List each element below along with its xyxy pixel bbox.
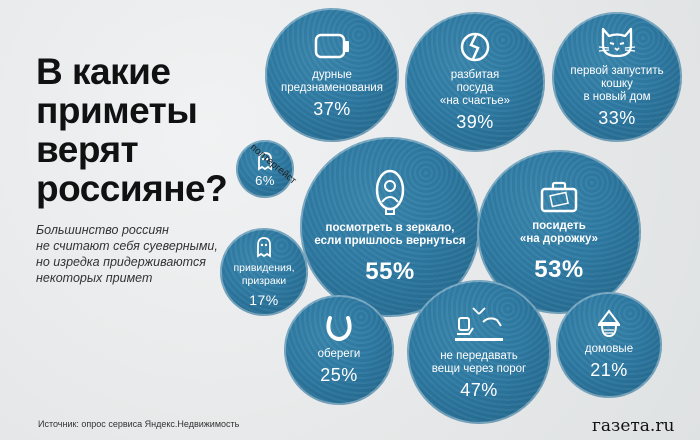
bubble-omens: дурные предзнаменования 37% [265,8,399,142]
ghosts-label: привидения, призраки [233,262,295,287]
horseshoe-icon [326,316,352,341]
source-note: Источник: опрос сервиса Яндекс.Недвижимо… [38,419,240,429]
bubble-ghosts: привидения, призраки 17% [220,228,308,316]
bubble-domovoi: домовые 21% [556,292,662,398]
broken-plate-icon [460,32,490,62]
house-spirit-icon [598,309,620,337]
poltergeist-value: 6% [255,172,275,188]
handover-icon [455,306,503,341]
page-title: В какие приметы верят россияне? [36,51,228,209]
threshold-value: 47% [460,379,498,400]
talismans-value: 25% [320,365,358,385]
ghosts-value: 17% [249,292,279,308]
sit-label: посидеть «на дорожку» [519,220,599,245]
suitcase-icon [540,181,578,213]
bubble-poltergeist: 6% [236,140,294,198]
omens-value: 37% [313,98,351,119]
subtitle: Большинство россиян не считают себя суев… [36,223,218,285]
mirror-value: 55% [365,258,415,285]
threshold-label: не передавать вещи через порог [431,349,527,375]
talismans-label: обереги [317,348,361,360]
sit-value: 53% [534,256,584,283]
cat-icon [598,27,636,58]
ghost-icon [257,237,271,258]
publisher-logo: газета.ru [592,416,675,436]
bubble-talismans: обереги 25% [284,295,394,405]
cat-label: первой запустить кошку в новый дом [570,65,664,103]
dishes-value: 39% [456,112,494,132]
ghost-icon [258,151,272,171]
domovoi-value: 21% [590,360,628,380]
phone-icon [314,33,349,58]
dishes-label: разбитая посуда «на счастье» [439,69,511,107]
mirror-icon [375,169,405,215]
bubble-dishes: разбитая посуда «на счастье» 39% [405,12,545,152]
mirror-label: посмотреть в зеркало, если пришлось верн… [314,222,466,247]
domovoi-label: домовые [584,343,634,355]
omens-label: дурные предзнаменования [281,68,383,94]
bubble-threshold: не передавать вещи через порог 47% [407,280,551,424]
cat-value: 33% [598,108,636,128]
bubble-cat: первой запустить кошку в новый дом 33% [552,12,682,142]
